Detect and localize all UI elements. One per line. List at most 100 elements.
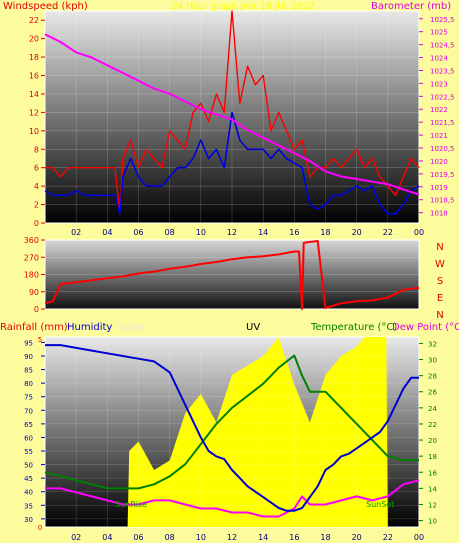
temp-x-tick-label: 12 [227, 533, 237, 542]
gust-series-line [45, 10, 420, 215]
baro-tick-label: 1024 [430, 55, 448, 63]
wind-direction-series-line [44, 240, 420, 310]
wind-tick-label: 22 [29, 16, 39, 25]
temp-tick-label: 12 [428, 501, 437, 509]
barometer-series-line [44, 33, 420, 196]
baro-tick-label: 1022,5 [430, 93, 455, 101]
compass-label: S [437, 276, 443, 287]
solar-area [45, 337, 419, 527]
compass-label: N [436, 310, 443, 321]
baro-tick-label: 1020,5 [430, 145, 455, 153]
compass-label: E [437, 293, 443, 304]
wind-tick-label: 18 [29, 53, 39, 62]
baro-tick-label: 1021 [430, 132, 448, 140]
wind-tick-label: 14 [29, 90, 39, 99]
temp-x-tick-label: 22 [383, 533, 393, 542]
direction-tick-label: 360 [24, 236, 39, 245]
wind-x-tick-label: 06 [133, 228, 143, 237]
humidity-series-line [45, 344, 419, 512]
baro-tick-label: 1023,5 [430, 67, 455, 75]
humidity-tick-label: 45 [24, 475, 33, 483]
wind-tick-label: 10 [29, 127, 39, 136]
humidity-tick-label: 35 [24, 502, 33, 510]
temp-x-tick-label: 04 [102, 533, 112, 542]
humidity-tick-label: 65 [24, 421, 33, 429]
humidity-tick-label: 80 [24, 380, 33, 388]
baro-tick-label: 1019,5 [430, 171, 455, 179]
wind-tick-label: 0 [34, 219, 39, 228]
wind-tick-label: 20 [29, 35, 39, 44]
wind-x-tick-label: 14 [258, 228, 268, 237]
temp-tick-label: 18 [428, 453, 437, 461]
temperature-label: Temperature (°C) [310, 322, 397, 333]
rain-tick-label: 0 [38, 524, 42, 532]
wind-x-tick-label: 20 [352, 228, 362, 237]
humidity-tick-label: 60 [24, 434, 33, 442]
direction-tick-label: 0 [34, 305, 39, 314]
temp-tick-label: 30 [428, 357, 437, 365]
chart-date-title: 24 Hour graph plot 18 JUL 2022 [172, 2, 315, 12]
temp-x-tick-label: 06 [133, 533, 143, 542]
sunrise-label: SunRise [115, 500, 147, 509]
wind-x-tick-label: 04 [102, 228, 112, 237]
temp-tick-label: 28 [428, 373, 437, 381]
barometer-axis-label: Barometer (mb) [371, 1, 451, 12]
wind-x-tick-label: 10 [196, 228, 206, 237]
humidity-tick-label: 95 [24, 339, 33, 347]
temp-x-tick-label: 16 [289, 533, 299, 542]
humidity-tick-label: 30 [24, 516, 33, 524]
baro-tick-label: 1025 [430, 29, 448, 37]
wind-panel: 024681012141618202210181018,510191019,51… [3, 1, 455, 237]
temp-tick-label: 24 [428, 405, 437, 413]
uv-label: UV [246, 322, 260, 333]
baro-tick-label: 1020 [430, 158, 448, 166]
direction-tick-label: 90 [29, 288, 39, 297]
humidity-tick-label: 55 [24, 448, 33, 456]
temp-x-tick-label: 08 [165, 533, 175, 542]
temp-tick-label: 22 [428, 421, 437, 429]
humidity-tick-label: 90 [24, 353, 33, 361]
temp-tick-label: 32 [428, 340, 437, 348]
wind-x-tick-label: 16 [289, 228, 299, 237]
direction-tick-label: 270 [24, 253, 39, 262]
humidity-label: Humidity [67, 322, 112, 333]
temp-x-tick-label: 00 [414, 533, 424, 542]
temperature-series-line [44, 354, 419, 490]
temp-x-tick-label: 14 [258, 533, 268, 542]
temp-x-tick-label: 10 [196, 533, 206, 542]
humidity-tick-label: 75 [24, 394, 33, 402]
dewpoint-label: Dew Point (°C) [392, 322, 459, 333]
direction-plot-area [45, 240, 419, 309]
temp-x-tick-label: 20 [352, 533, 362, 542]
temp-tick-label: 10 [428, 518, 437, 526]
baro-tick-label: 1024,5 [430, 42, 455, 50]
wind-x-tick-label: 02 [71, 228, 81, 237]
wind-tick-label: 2 [34, 201, 39, 210]
humidity-tick-label: 50 [24, 462, 33, 470]
wind-x-tick-label: 18 [320, 228, 330, 237]
compass-label: W [435, 259, 445, 270]
temp-tick-label: 20 [428, 437, 437, 445]
windspeed-axis-label: Windspeed (kph) [3, 1, 88, 12]
wind-tick-label: 16 [29, 72, 39, 81]
wind-x-tick-label: 22 [383, 228, 393, 237]
baro-tick-label: 1022 [430, 106, 448, 114]
temp-tick-label: 16 [428, 469, 437, 477]
rainfall-label: Rainfall (mm) [0, 322, 68, 333]
temp-x-tick-label: 02 [71, 533, 81, 542]
sunset-label: SunSet [366, 500, 394, 509]
temp-x-tick-label: 18 [320, 533, 330, 542]
direction-tick-label: 180 [24, 271, 39, 280]
wind-x-tick-label: 00 [414, 228, 424, 237]
dewpoint-series-line [45, 479, 420, 518]
average-wind-series-line [44, 111, 420, 215]
humidity-tick-label: 85 [24, 367, 33, 375]
wind-x-tick-label: 08 [165, 228, 175, 237]
wind-tick-label: 8 [34, 145, 39, 154]
temp-tick-label: 26 [428, 389, 437, 397]
humidity-tick-label: 70 [24, 407, 33, 415]
baro-tick-label: 1023 [430, 80, 448, 88]
temp-humidity-panel: 3035404550556065707580859095101214161820… [0, 322, 459, 542]
